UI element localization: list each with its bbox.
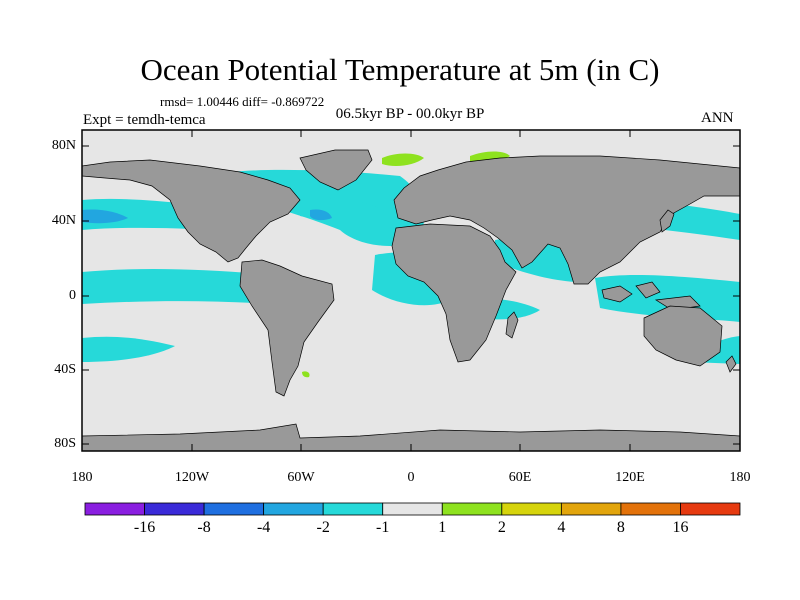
lon-tick-label: 120E (615, 470, 645, 485)
lon-tick-label: 60E (508, 470, 532, 485)
lat-tick-label: 0 (69, 288, 76, 303)
colorbar-label: -8 (197, 519, 211, 536)
colorbar-label: -2 (316, 519, 330, 536)
colorbar-label: 4 (557, 519, 566, 536)
lon-tick-label: 180 (729, 470, 751, 485)
colorbar-label: -16 (133, 519, 156, 536)
colorbar-box (322, 502, 384, 516)
lon-tick-label: 0 (407, 470, 415, 485)
colorbar-box (560, 502, 622, 516)
colorbar-box (84, 502, 145, 516)
lon-tick-label: 180 (71, 470, 93, 485)
lat-tick-label: 80N (51, 138, 76, 153)
axis-ticks (82, 130, 740, 451)
experiment-label: Expt = temdh-temca (83, 112, 206, 128)
period-label: 06.5kyr BP - 00.0kyr BP (335, 106, 485, 122)
lon-tick-label: 120W (174, 470, 210, 485)
lat-tick-label: 40N (51, 213, 76, 228)
colorbar (84, 502, 741, 516)
lat-tick-label: 40S (54, 362, 76, 377)
land-masses (82, 149, 740, 451)
season-label: ANN (701, 110, 734, 126)
colorbar-label: -4 (256, 519, 271, 536)
colorbar-label: 16 (672, 519, 689, 536)
colorbar-box (263, 502, 324, 516)
colorbar-box (382, 502, 443, 516)
colorbar-box (620, 502, 681, 516)
lon-tick-label: 60W (287, 470, 315, 485)
colorbar-label: 8 (616, 519, 625, 536)
colorbar-box (680, 502, 741, 516)
colorbar-label: 2 (497, 519, 506, 536)
colorbar-box (144, 502, 205, 516)
colorbar-label: -1 (376, 519, 390, 536)
colorbar-label: 1 (438, 519, 447, 536)
chart-title: Ocean Potential Temperature at 5m (in C) (140, 52, 660, 87)
colorbar-box (203, 502, 265, 516)
lat-tick-label: 80S (54, 436, 76, 451)
colorbar-box (501, 502, 562, 516)
colorbar-box (441, 502, 503, 516)
stats-line: rmsd= 1.00446 diff= -0.869722 (160, 94, 325, 109)
